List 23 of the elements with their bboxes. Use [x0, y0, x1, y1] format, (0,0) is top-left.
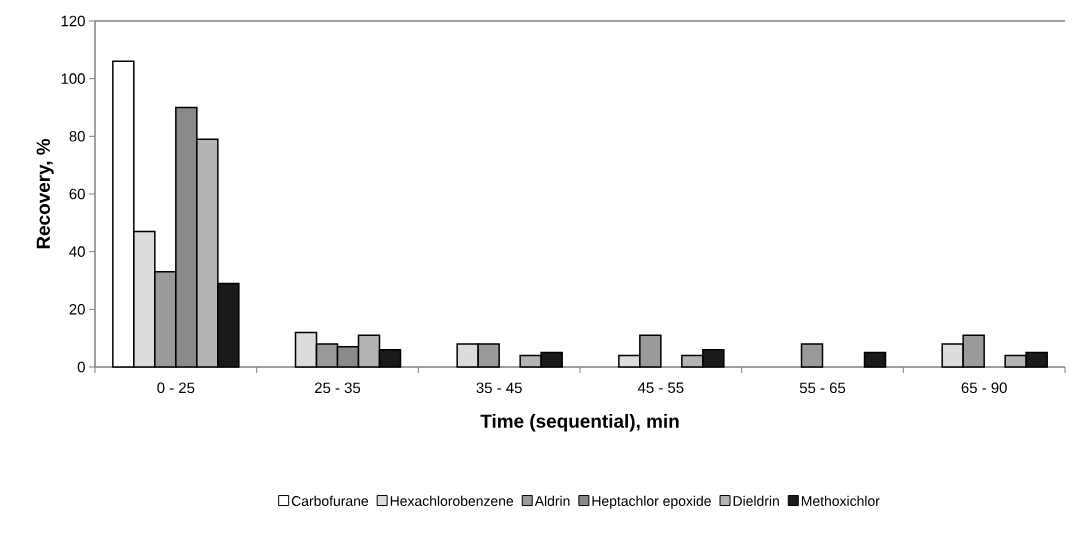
y-tick-label: 120 — [61, 15, 85, 27]
y-tick-label: 80 — [69, 131, 85, 142]
x-tick-label: 35 - 45 — [476, 382, 522, 394]
x-axis-title: Time (sequential), min — [480, 413, 679, 432]
y-tick-label: 100 — [61, 73, 85, 84]
y-tick-label: 60 — [69, 188, 85, 200]
legend-label: Heptachlor epoxide — [592, 495, 711, 509]
legend-label: Aldrin — [534, 495, 570, 506]
x-tick-label: 55 - 65 — [799, 382, 846, 394]
legend-label: Dieldrin — [733, 495, 779, 506]
x-tick-label: 25 - 35 — [314, 382, 361, 394]
bar — [800, 343, 824, 368]
legend-label: Methoxichlor — [801, 495, 880, 506]
y-axis-title: Recovery, % — [36, 138, 54, 249]
x-tick-label: 45 - 55 — [637, 382, 684, 393]
y-tick-label: 20 — [69, 304, 85, 315]
legend-label: Hexachlorobenzene — [390, 495, 514, 506]
legend-label: Carbofurane — [291, 495, 369, 506]
bar — [863, 351, 887, 368]
x-tick-label: 65 - 90 — [961, 382, 1007, 394]
y-tick-label: 40 — [69, 246, 85, 257]
x-tick-label: 0 - 25 — [157, 382, 195, 394]
y-tick-label: 0 — [77, 361, 85, 373]
